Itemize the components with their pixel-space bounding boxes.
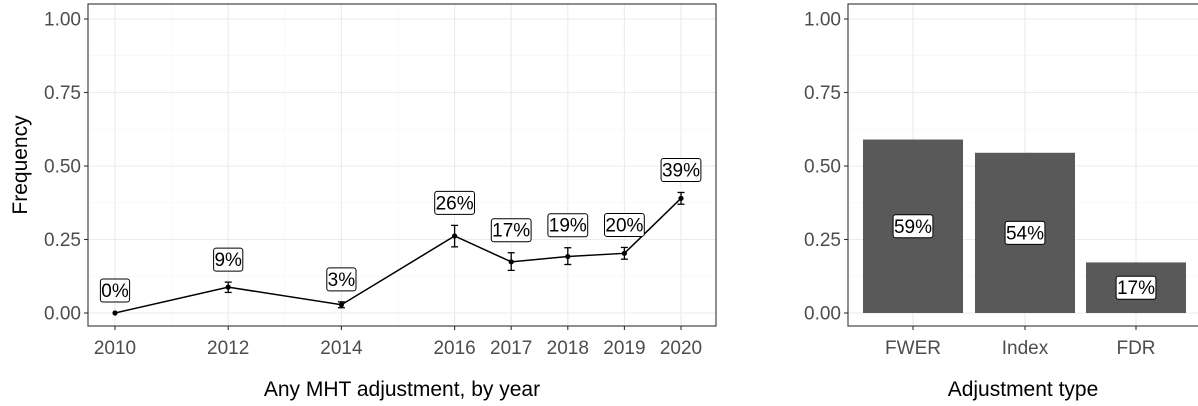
left-data-label-box [434, 190, 476, 215]
right-y-tick-label: 1.00 [804, 10, 841, 31]
left-series-line [114, 197, 682, 314]
left-y-tick-label: 0.75 [44, 83, 81, 104]
right-y-tick-label: 0.50 [804, 157, 841, 178]
left-data-label-box [604, 212, 645, 237]
left-data-label-text: 0% [101, 281, 129, 302]
left-x-tick-label: 2017 [490, 338, 532, 359]
left-data-label-text: 26% [436, 193, 474, 214]
left-data-label-text: 20% [605, 215, 643, 236]
left-data-point [621, 250, 628, 256]
left-data-point [565, 253, 571, 260]
right-data-label-box [1004, 220, 1046, 245]
left-y-tick-label: 0.00 [44, 304, 81, 325]
left-x-tick-label: 2016 [433, 338, 475, 359]
right-panel-border [847, 3, 1198, 327]
right-data-labels: 59% 54% 17% [892, 214, 1157, 300]
left-data-label-box [547, 213, 589, 238]
left-data-point [225, 284, 231, 290]
left-data-point [678, 195, 684, 201]
left-data-label-text: 9% [214, 250, 242, 271]
left-data-label-box [213, 247, 244, 272]
right-data-label-text: 54% [1006, 223, 1044, 244]
right-x-tick-label: Index [1002, 338, 1049, 359]
left-data-label-box [660, 157, 702, 182]
right-x-axis-title: Adjustment type [948, 378, 1099, 401]
left-y-tick-label: 0.50 [44, 157, 81, 178]
left-chart-panel: 0% 9% 3% 26% 17% 19% 20% 39% 0.00 0.25 0.50 0.75 1.… [9, 3, 717, 401]
right-x-tick-label: FWER [885, 338, 941, 359]
left-data-point [112, 310, 118, 316]
left-x-tick-label: 2020 [660, 338, 702, 359]
left-data-label-box [326, 267, 357, 292]
left-y-tick-label: 0.25 [44, 230, 81, 251]
left-x-tick-label: 2019 [603, 338, 645, 359]
left-data-point [508, 259, 514, 265]
left-data-label-box [490, 218, 532, 243]
right-y-tick-label: 0.25 [804, 230, 841, 251]
left-x-tick-label: 2010 [94, 338, 136, 359]
left-x-tick-label: 2018 [547, 338, 589, 359]
left-y-tick-label: 1.00 [44, 10, 81, 31]
left-data-point [452, 233, 458, 239]
right-data-label-text: 17% [1117, 278, 1155, 299]
right-data-label-text: 59% [894, 217, 932, 238]
left-axis-ticks: 0.00 0.25 0.50 0.75 1.00 2010 2012 2014 2016 2017… [44, 10, 702, 360]
left-y-axis-title: Frequency [9, 115, 32, 215]
right-chart-panel: 59% 54% 17% 0.00 0.25 0.50 0.75 1.00 FWER Index F… [804, 3, 1198, 401]
left-panel-border [87, 3, 717, 327]
right-data-label-box [892, 214, 934, 239]
right-x-tick-label: FDR [1116, 338, 1155, 359]
right-axis-ticks: 0.00 0.25 0.50 0.75 1.00 FWER Index FDR [804, 10, 1156, 360]
left-data-label-text: 17% [492, 221, 530, 242]
left-data-label-text: 19% [549, 216, 587, 237]
left-data-point [338, 302, 344, 308]
right-data-label-box [1115, 275, 1157, 300]
left-data-label-text: 39% [662, 160, 700, 181]
right-y-tick-label: 0.75 [804, 83, 841, 104]
left-x-axis-title: Any MHT adjustment, by year [264, 378, 540, 401]
right-y-tick-label: 0.00 [804, 304, 841, 325]
left-data-label-text: 3% [328, 270, 356, 291]
left-gridlines [88, 4, 716, 326]
left-data-labels: 0% 9% 3% 26% 17% 19% 20% 39% [99, 157, 702, 303]
left-line-series [112, 191, 685, 316]
left-x-tick-label: 2014 [320, 338, 363, 359]
left-data-label-box [99, 278, 131, 303]
left-x-tick-label: 2012 [207, 338, 249, 359]
